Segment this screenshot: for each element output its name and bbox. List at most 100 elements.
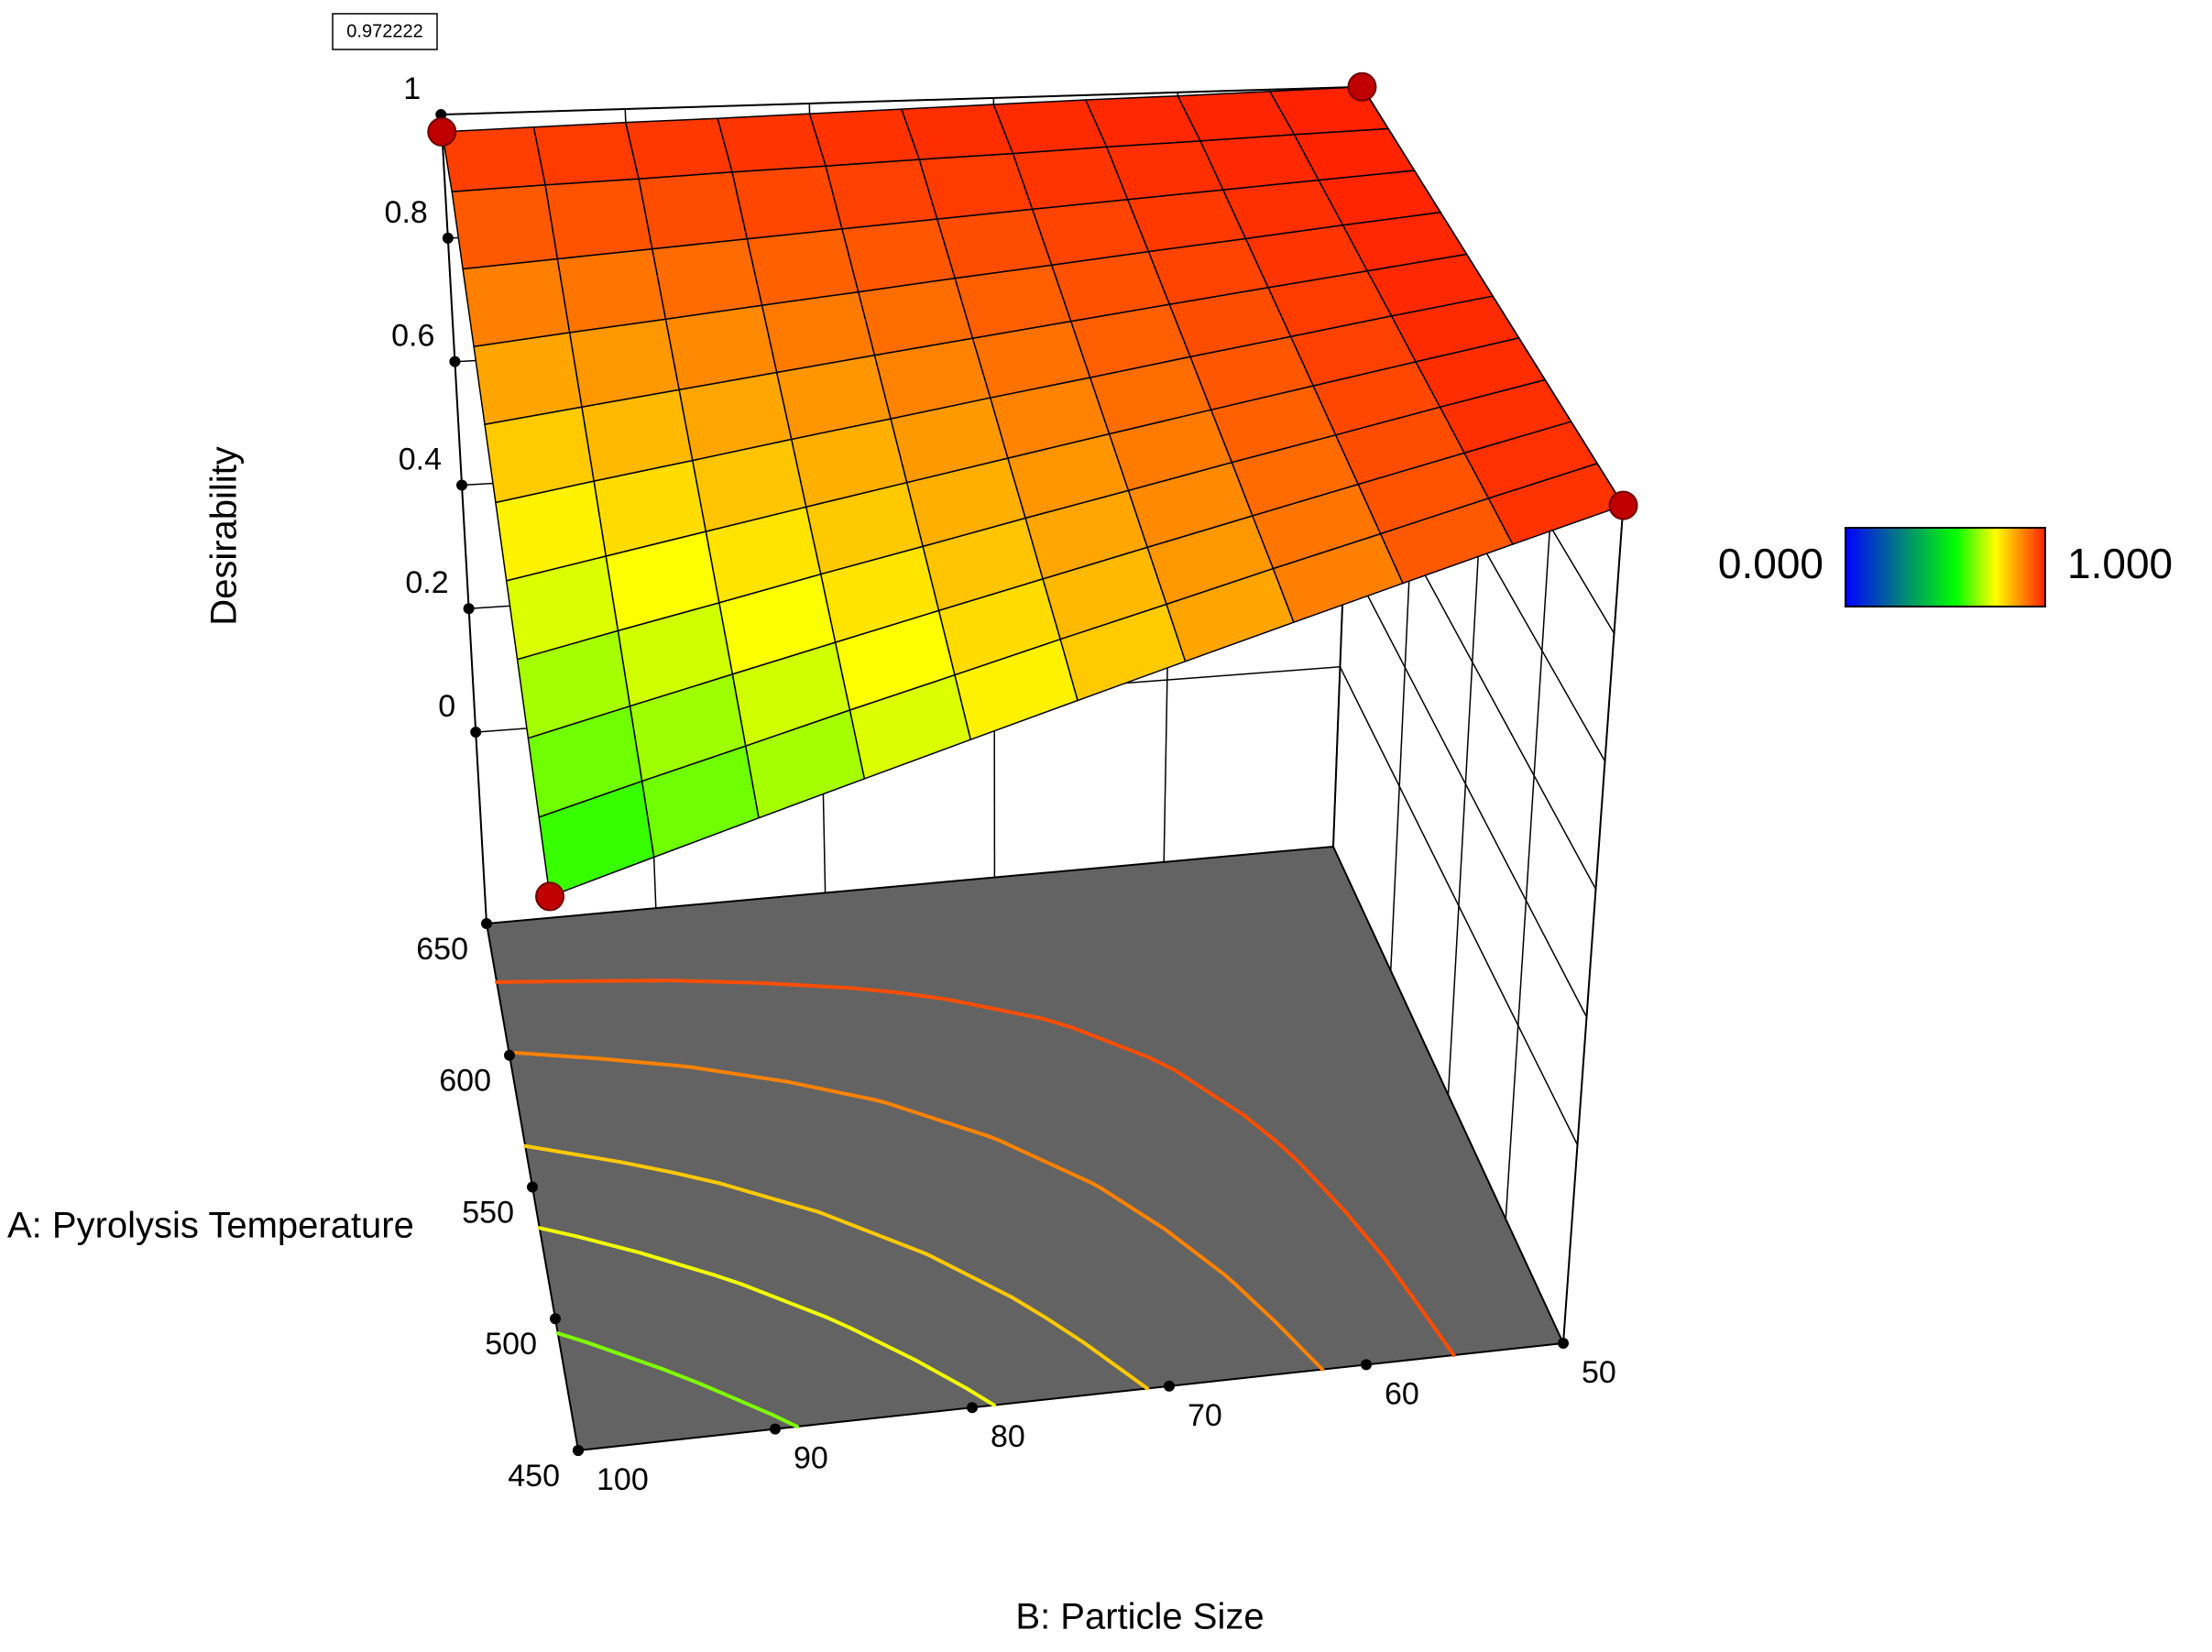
contour-line (574, 1234, 641, 1254)
surface-cell (717, 113, 827, 173)
contour-line (1274, 1319, 1325, 1372)
x-tick (550, 1313, 561, 1325)
z-tick (456, 479, 468, 491)
x-tick (481, 918, 492, 929)
contour-line (785, 1079, 876, 1102)
y-tick-label: 50 (1582, 1355, 1616, 1390)
contour-line (818, 1210, 927, 1256)
contour-line (698, 1382, 774, 1417)
surface-cell (441, 126, 546, 192)
z-tick (463, 603, 475, 615)
contour-line (1274, 1139, 1301, 1165)
y-tick-label: 60 (1385, 1376, 1419, 1411)
design-point (1347, 71, 1377, 102)
x-tick (527, 1181, 538, 1193)
contour-line (1041, 1016, 1075, 1030)
contour-line (914, 1358, 969, 1391)
contour-line (675, 1064, 695, 1069)
contour-line (1147, 1056, 1177, 1072)
contour-line (739, 1282, 828, 1319)
contour-line (944, 997, 1046, 1021)
contour-line (619, 1160, 676, 1175)
surface-cell (462, 257, 571, 348)
y-tick-label: 70 (1188, 1398, 1222, 1433)
design-point (535, 881, 565, 912)
x-tick-label: 650 (416, 932, 468, 967)
surface-cell (556, 247, 667, 334)
contour-line (1081, 1340, 1150, 1391)
annotation-box (332, 13, 438, 50)
design-point (427, 116, 457, 147)
contour-line (537, 1226, 578, 1239)
y-axis-label: B: Particle Size (1015, 1597, 1264, 1637)
contour-line (824, 1315, 853, 1330)
colorbar-label: 1.000 (2067, 540, 2173, 587)
contour-line (660, 1367, 703, 1386)
z-tick-label: 0.2 (405, 565, 448, 600)
contour-line (672, 1170, 721, 1186)
contour-line (637, 1250, 717, 1277)
contour-line (965, 1386, 996, 1407)
z-tick-label: 0 (438, 689, 455, 724)
contour-line (1162, 1226, 1227, 1277)
contour-line (690, 1065, 790, 1084)
y-tick (967, 1402, 978, 1414)
contour-line (582, 979, 674, 983)
contour-line (849, 1326, 918, 1362)
surface-cell (825, 159, 938, 230)
z-tick (449, 356, 461, 367)
surface-cell (638, 171, 749, 250)
contour-line (555, 1331, 589, 1344)
surface-cell (532, 121, 640, 186)
z-tick-label: 1 (403, 71, 421, 106)
contour-line (1341, 1208, 1386, 1260)
contour-line (713, 1273, 744, 1286)
y-tick-label: 80 (991, 1419, 1025, 1454)
z-tick-label: 0.6 (391, 319, 434, 354)
x-tick-label: 450 (508, 1459, 560, 1493)
contour-line (760, 980, 855, 990)
y-tick (1164, 1380, 1175, 1392)
contour-line (871, 1098, 887, 1105)
surface-cell (544, 178, 653, 260)
colorbar-label: 0.000 (1718, 540, 1823, 587)
contour-line (1044, 1316, 1086, 1345)
contour-line (1010, 1295, 1048, 1320)
surface-cell (1487, 463, 1625, 545)
y-tick (573, 1445, 584, 1456)
contour-line (717, 1181, 819, 1214)
y-tick (1558, 1338, 1569, 1349)
contour-line (1070, 1025, 1152, 1060)
contour-line (1172, 1067, 1246, 1118)
y-tick (770, 1423, 781, 1435)
z-tick-label: 0.4 (399, 442, 442, 476)
contour-line (850, 986, 896, 994)
contour-line (1297, 1160, 1346, 1212)
contour-line (597, 1056, 680, 1068)
contour-line (1099, 1186, 1166, 1231)
x-tick-label: 550 (462, 1195, 514, 1230)
contour-line (523, 1143, 623, 1165)
contour-line (507, 1050, 602, 1061)
contour-line (1418, 1304, 1456, 1357)
contour-line (1231, 1280, 1278, 1324)
surface-cell (625, 117, 733, 180)
grid-line (1505, 400, 1559, 1220)
contour-line (1382, 1255, 1422, 1308)
box-edge (440, 115, 487, 924)
contour-line (670, 979, 764, 985)
surface-cell (918, 152, 1034, 220)
contour-line (996, 1138, 1095, 1186)
x-tick (504, 1049, 515, 1061)
box-edge (441, 85, 1363, 116)
contour-line (987, 1134, 1001, 1143)
y-tick-label: 100 (597, 1462, 649, 1497)
contour-line (1242, 1113, 1278, 1143)
colorbar (1845, 527, 2046, 607)
y-tick (1361, 1359, 1372, 1371)
annotation: 0.972222 (346, 21, 422, 41)
z-tick-label: 0.8 (385, 195, 428, 230)
x-axis-label: A: Pyrolysis Temperature (7, 1206, 414, 1246)
